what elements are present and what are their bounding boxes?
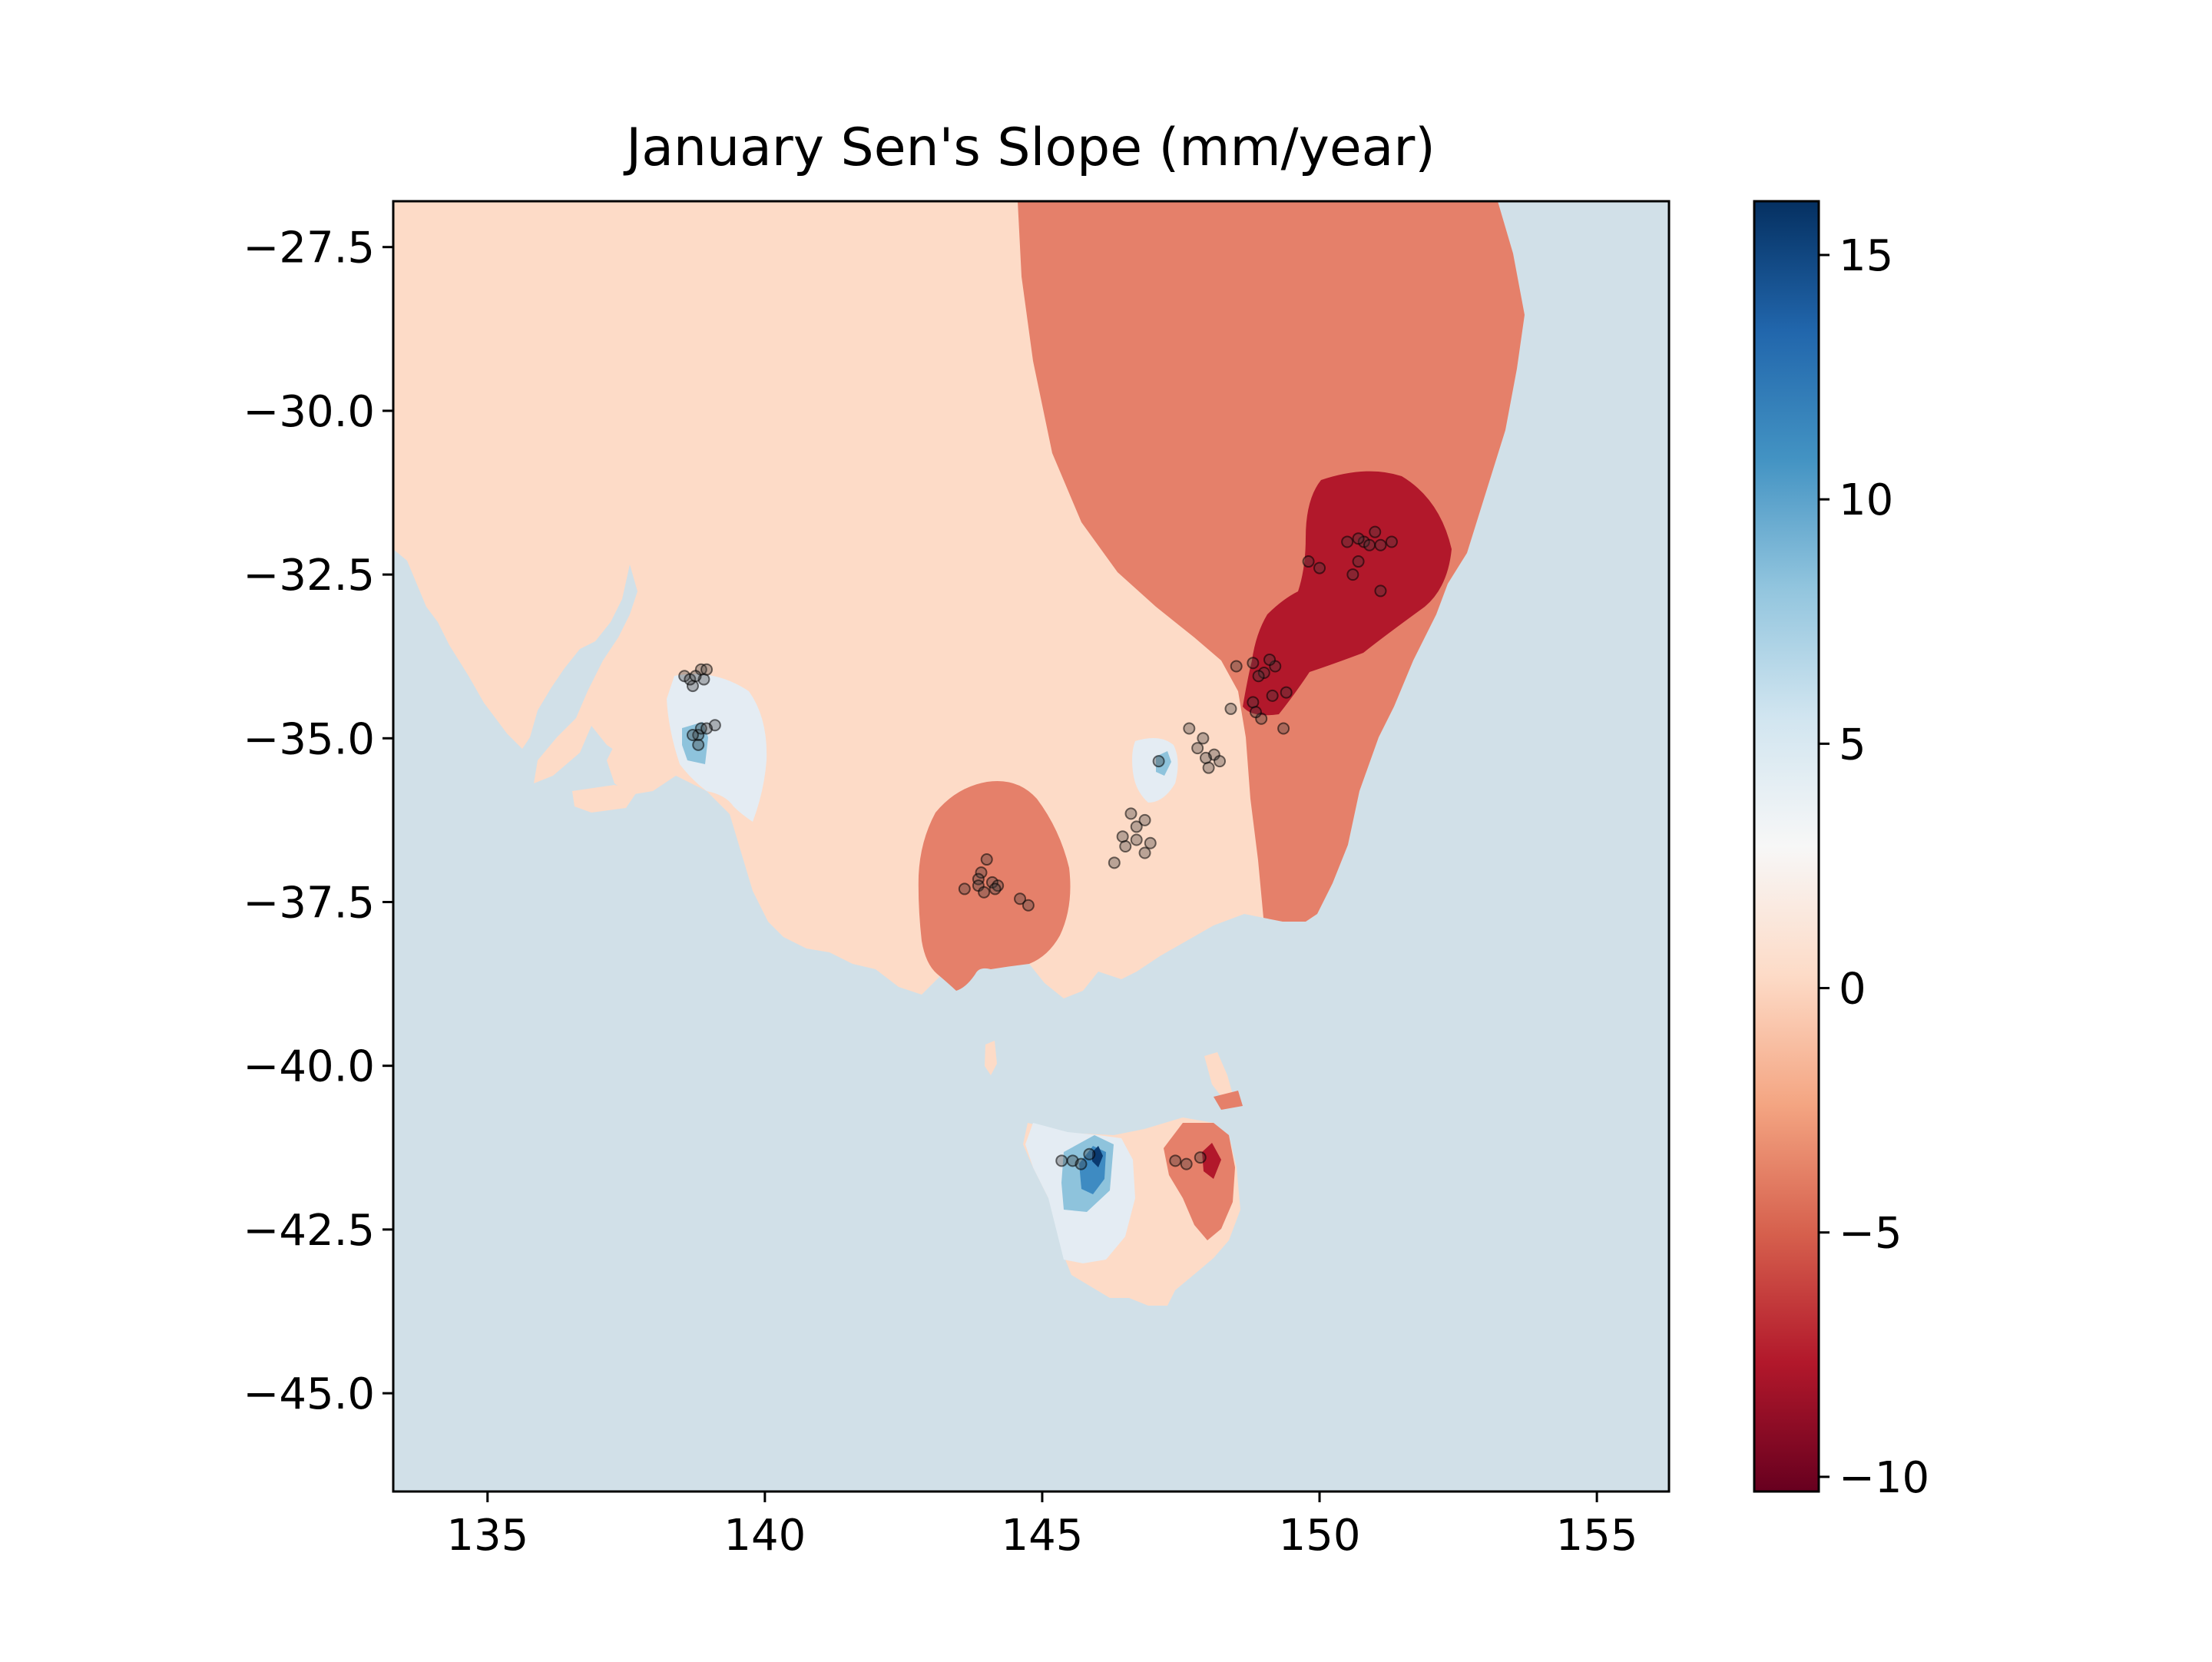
colorbar: 15 10 5 0 −5 −10	[1753, 200, 1929, 1503]
station-marker	[1346, 568, 1359, 581]
y-tick-label: −35.0	[243, 714, 375, 764]
x-tick-label: 150	[1279, 1511, 1361, 1561]
kangaroo-island	[572, 785, 637, 813]
station-marker	[978, 886, 991, 899]
y-tick-label: −30.0	[243, 387, 375, 437]
station-marker	[1138, 813, 1151, 826]
station-marker	[1083, 1147, 1096, 1160]
tasmania-east-hotspot	[1164, 1123, 1235, 1240]
station-marker	[1055, 1154, 1068, 1167]
colorbar-tick-label: 5	[1839, 720, 1866, 770]
station-marker	[1247, 657, 1260, 670]
x-axis: 135 140 145 150 155	[446, 1491, 1638, 1561]
station-marker	[686, 729, 699, 742]
station-marker	[1130, 820, 1143, 833]
station-marker	[1266, 689, 1279, 702]
colorbar-tick-label: −10	[1839, 1453, 1929, 1503]
station-marker	[1199, 751, 1212, 764]
tasmania-east-core	[1202, 1143, 1221, 1179]
y-tick-label: −40.0	[243, 1042, 375, 1092]
station-marker	[980, 853, 993, 866]
station-marker	[1183, 722, 1196, 735]
station-marker	[1385, 535, 1398, 548]
yorke-peninsula	[607, 660, 680, 795]
station-marker	[689, 670, 702, 683]
hunter-hotspot	[1243, 471, 1452, 716]
station-marker	[1014, 892, 1027, 905]
station-marker	[1302, 555, 1315, 568]
station-marker	[1280, 686, 1293, 699]
colorbar-ticks: 15 10 5 0 −5 −10	[1819, 231, 1929, 1503]
station-marker	[1252, 670, 1265, 683]
colorbar-tick-label: −5	[1839, 1209, 1902, 1259]
station-marker	[1369, 525, 1382, 538]
station-marker	[1075, 1157, 1088, 1170]
king-island	[985, 1041, 997, 1075]
flinders-island	[1204, 1052, 1233, 1098]
station-marker	[692, 738, 705, 751]
x-tick-label: 155	[1556, 1511, 1638, 1561]
station-marker	[1230, 660, 1243, 673]
plot-frame	[392, 200, 1671, 1493]
station-marker	[1197, 732, 1210, 745]
station-marker	[988, 882, 1002, 896]
y-tick-label: −45.0	[243, 1369, 375, 1419]
station-marker	[1138, 846, 1151, 859]
station-marker	[1169, 1154, 1182, 1167]
x-tick-label: 140	[724, 1511, 806, 1561]
station-marker	[1144, 836, 1157, 849]
tasmania-west-peak	[1092, 1146, 1103, 1167]
x-tick-label: 135	[446, 1511, 528, 1561]
victoria-west-hotspot	[918, 780, 1071, 991]
station-marker	[1224, 702, 1237, 715]
station-marker	[1124, 807, 1137, 820]
y-tick-label: −32.5	[243, 551, 375, 601]
station-marker	[1152, 755, 1165, 768]
station-marker	[975, 866, 988, 879]
station-marker	[1022, 899, 1035, 912]
station-marker	[1108, 856, 1121, 869]
plot-area	[393, 201, 1669, 1491]
station-marker	[1194, 1151, 1207, 1164]
station-marker	[1313, 561, 1326, 574]
station-marker	[1119, 840, 1132, 853]
station-marker	[958, 882, 971, 896]
station-marker	[1214, 755, 1227, 768]
colorbar-tick-label: 10	[1839, 475, 1893, 525]
colorbar-tick-label: 15	[1839, 231, 1893, 281]
north-east-band	[1018, 201, 1525, 922]
station-marker	[1191, 742, 1204, 755]
station-marker	[700, 722, 714, 735]
y-axis: −27.5 −30.0 −32.5 −35.0 −37.5 −40.0 −42.5 −45.0	[243, 223, 393, 1419]
colorbar-tick-label: 0	[1839, 965, 1866, 1015]
y-tick-label: −42.5	[243, 1206, 375, 1256]
y-tick-label: −27.5	[243, 223, 375, 273]
y-tick-label: −37.5	[243, 878, 375, 928]
station-marker	[1352, 555, 1365, 568]
adelaide-patch	[667, 674, 767, 822]
station-marker	[1277, 722, 1290, 735]
station-markers	[678, 525, 1398, 1170]
station-marker	[1352, 532, 1365, 545]
cape-barren-island	[1214, 1091, 1243, 1110]
station-marker	[700, 663, 714, 676]
station-marker	[1130, 833, 1143, 846]
chart-title: January Sen's Slope (mm/year)	[623, 118, 1435, 178]
x-tick-label: 145	[1001, 1511, 1083, 1561]
station-marker	[1363, 538, 1376, 551]
station-marker	[1249, 706, 1262, 719]
colorbar-gradient	[1753, 200, 1820, 1493]
station-marker	[1341, 535, 1354, 548]
station-marker	[1374, 538, 1387, 551]
station-marker	[1263, 653, 1277, 666]
station-marker	[1374, 584, 1387, 598]
station-marker	[1180, 1157, 1193, 1170]
